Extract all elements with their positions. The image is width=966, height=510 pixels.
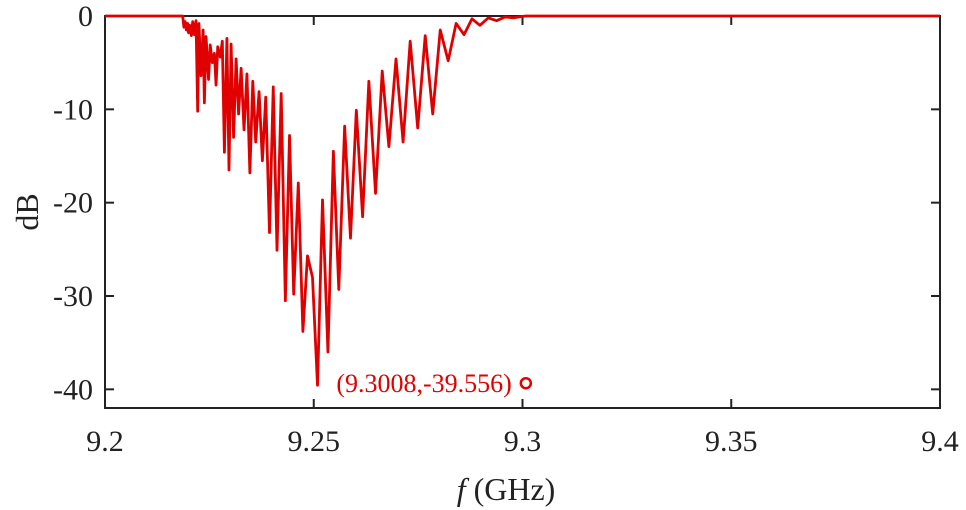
y-tick-label: 0 xyxy=(78,0,93,33)
y-tick-label: -20 xyxy=(53,187,93,220)
min-point-marker xyxy=(519,376,533,390)
x-tick-label: 9.35 xyxy=(705,425,758,458)
annotation-layer: (9.3008,-39.556) xyxy=(336,369,533,398)
x-tick-label: 9.25 xyxy=(288,425,341,458)
min-point-label: (9.3008,-39.556) xyxy=(336,369,511,398)
y-axis-ticks: 0 -10 -20 -30 -40 xyxy=(53,0,940,406)
x-axis-label: f (GHz) xyxy=(457,471,556,507)
x-tick-label: 9.2 xyxy=(86,425,124,458)
x-tick-label: 9.4 xyxy=(921,425,959,458)
series-line xyxy=(105,14,940,387)
x-axis-label-unit: (GHz) xyxy=(466,471,556,507)
y-tick-label: -10 xyxy=(53,93,93,126)
y-tick-label: -30 xyxy=(53,280,93,313)
y-axis-label: dB xyxy=(9,193,45,230)
x-tick-label: 9.3 xyxy=(504,425,542,458)
y-tick-label: -40 xyxy=(53,373,93,406)
series-layer xyxy=(105,14,940,387)
